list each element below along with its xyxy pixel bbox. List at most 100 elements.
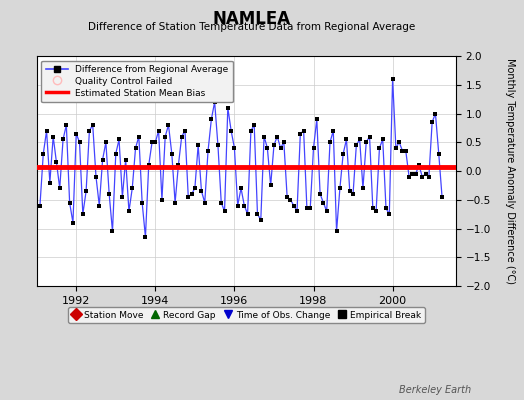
Point [141,234,150,240]
Point [247,128,255,134]
Point [355,136,364,142]
Point [155,128,163,134]
Point [132,145,140,151]
Point [42,128,51,134]
Point [171,200,179,206]
Point [372,208,380,214]
Point [118,194,127,200]
Point [257,217,265,223]
Point [421,171,430,177]
Point [339,150,347,157]
Point [191,185,199,192]
Point [392,145,400,151]
Point [224,104,232,111]
Point [115,136,123,142]
Point [214,142,222,148]
Point [243,211,252,217]
Point [283,194,291,200]
Point [250,122,258,128]
Point [39,150,48,157]
Point [253,211,261,217]
Point [122,156,130,163]
Point [375,145,384,151]
Point [313,116,321,122]
Point [145,162,153,168]
Point [36,202,44,209]
Legend: Station Move, Record Gap, Time of Obs. Change, Empirical Break: Station Move, Record Gap, Time of Obs. C… [68,307,425,323]
Point [286,196,294,203]
Point [306,205,314,212]
Point [201,200,209,206]
Point [62,122,71,128]
Point [270,142,278,148]
Point [165,122,173,128]
Point [112,150,120,157]
Point [395,139,403,146]
Point [82,188,90,194]
Point [108,228,117,234]
Y-axis label: Monthly Temperature Anomaly Difference (°C): Monthly Temperature Anomaly Difference (… [505,58,515,284]
Point [234,202,242,209]
Point [188,191,196,197]
Point [49,133,57,140]
Point [415,162,423,168]
Point [161,133,169,140]
Point [92,174,100,180]
Point [329,128,337,134]
Point [158,196,166,203]
Point [398,148,407,154]
Point [434,150,443,157]
Point [362,139,370,146]
Point [385,211,394,217]
Point [431,110,440,117]
Point [303,205,311,212]
Point [388,76,397,82]
Point [369,205,377,212]
Point [319,200,328,206]
Point [309,145,318,151]
Text: Berkeley Earth: Berkeley Earth [399,385,472,395]
Point [99,156,107,163]
Point [184,194,192,200]
Point [359,185,367,192]
Point [418,174,427,180]
Point [56,185,64,192]
Point [194,142,202,148]
Point [148,139,156,146]
Point [85,128,94,134]
Point [240,202,248,209]
Point [293,208,301,214]
Point [135,133,143,140]
Point [105,191,113,197]
Point [352,142,361,148]
Point [290,202,298,209]
Point [89,122,97,128]
Point [197,188,205,194]
Point [424,174,433,180]
Text: Difference of Station Temperature Data from Regional Average: Difference of Station Temperature Data f… [88,22,415,32]
Point [405,174,413,180]
Point [178,133,186,140]
Point [428,119,436,125]
Point [267,182,275,188]
Point [207,116,215,122]
Point [52,159,61,166]
Point [168,150,176,157]
Point [378,136,387,142]
Point [438,194,446,200]
Point [230,145,238,151]
Point [382,205,390,212]
Point [59,136,67,142]
Point [316,191,324,197]
Point [125,208,133,214]
Text: NAMLEA: NAMLEA [212,10,291,28]
Point [138,200,146,206]
Point [217,200,225,206]
Point [411,171,420,177]
Point [401,148,410,154]
Point [204,148,212,154]
Point [336,185,344,192]
Point [342,136,351,142]
Point [69,220,77,226]
Point [346,188,354,194]
